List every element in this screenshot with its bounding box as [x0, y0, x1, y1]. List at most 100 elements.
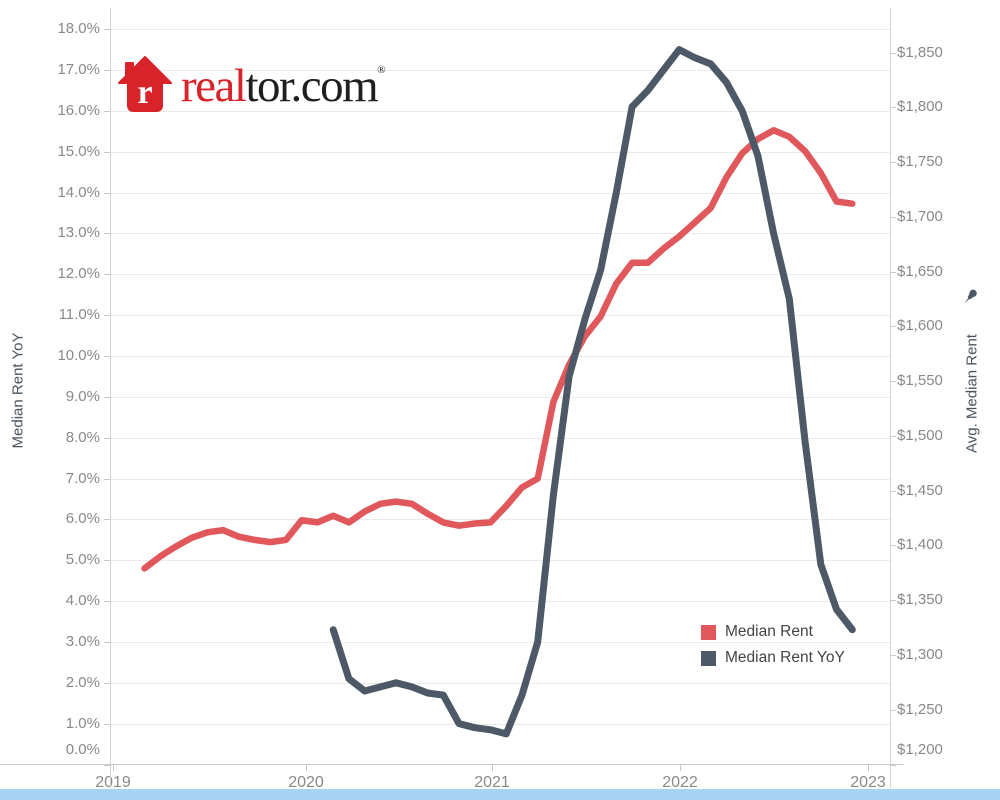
gridline: [110, 560, 890, 562]
left-axis-tick: [104, 29, 110, 31]
left-axis-tick: [104, 519, 110, 521]
x-axis-tick: [306, 765, 307, 771]
right-axis-tick: [890, 107, 896, 109]
right-axis-tick: [890, 326, 896, 328]
left-axis-tick: [104, 723, 110, 725]
right-axis-tick: [890, 216, 896, 218]
right-axis-tick-label: $1,200: [897, 741, 943, 758]
median-rent-line[interactable]: [141, 127, 856, 572]
left-axis-tick: [104, 437, 110, 439]
legend-item-median-rent[interactable]: Median Rent: [701, 619, 845, 645]
left-axis-tick: [104, 560, 110, 562]
logo-text-torcom: tor.com: [245, 60, 378, 112]
gridline: [110, 151, 890, 153]
left-axis-tick: [104, 642, 110, 643]
right-axis-tick-label: $1,300: [897, 646, 943, 663]
right-axis-tick: [890, 435, 896, 437]
gridline: [110, 315, 890, 317]
right-axis-tick: [890, 764, 896, 766]
left-axis-tick: [104, 478, 110, 480]
gridline: [110, 478, 890, 480]
left-axis-tick-label: 15.0%: [57, 142, 100, 160]
x-axis-tick-label: 2022: [662, 774, 698, 791]
right-axis-tick-label: $1,400: [897, 536, 943, 554]
right-axis-tick-label: $1,550: [897, 372, 943, 390]
plot-right-border: [890, 8, 891, 788]
left-axis-tick: [104, 70, 110, 71]
gridline: [110, 396, 890, 398]
x-axis-tick-label: 2020: [288, 774, 324, 791]
right-axis-tick-label: $1,650: [897, 262, 943, 280]
right-axis-tick: [890, 600, 896, 602]
left-axis-tick-label: 9.0%: [65, 387, 100, 405]
right-axis-tick: [890, 52, 896, 54]
left-axis-tick-label: 18.0%: [57, 20, 100, 38]
left-axis-tick-label: 12.0%: [57, 265, 100, 283]
left-axis-title: Median Rent YoY: [9, 332, 27, 449]
left-axis-tick-label: 5.0%: [65, 551, 100, 569]
gridline: [110, 29, 890, 31]
median-rent-yoy-swatch: [701, 650, 716, 666]
left-axis-tick: [104, 682, 110, 684]
gridline: [110, 723, 890, 725]
left-axis-tick: [104, 274, 110, 276]
svg-text:r: r: [137, 74, 152, 111]
right-axis-tick-label: $1,350: [897, 591, 943, 609]
realtor-logo: r realtor.com®: [118, 44, 386, 112]
gridline: [110, 437, 890, 439]
right-axis-tick: [890, 490, 896, 492]
chart-legend: Median Rent Median Rent YoY: [701, 619, 845, 671]
left-axis-tick: [104, 764, 110, 766]
left-axis-tick: [104, 192, 110, 194]
median-rent-swatch: [701, 624, 716, 640]
legend-label: Median Rent: [725, 623, 813, 640]
right-axis-tick-label: $1,600: [897, 317, 943, 335]
right-axis-title: Avg. Median Rent: [963, 334, 981, 453]
left-axis-tick-label: 4.0%: [65, 592, 100, 610]
left-axis-tick-label: 16.0%: [57, 101, 100, 119]
right-axis-tick: [890, 709, 896, 711]
right-axis-tick: [890, 162, 896, 163]
logo-text-real: real: [181, 60, 247, 112]
left-axis-tick: [104, 601, 110, 603]
left-axis-tick-label: 14.0%: [57, 183, 100, 201]
gridline: [110, 110, 890, 112]
left-axis-tick: [104, 315, 110, 317]
right-axis-tick-label: $1,500: [897, 426, 943, 444]
left-axis-tick-label: 1.0%: [65, 714, 100, 732]
right-axis-tick-label: $1,450: [897, 481, 943, 499]
gridline: [110, 274, 890, 276]
legend-label: Median Rent YoY: [725, 649, 845, 666]
left-axis-tick-label: 6.0%: [65, 510, 100, 528]
right-axis-tick-label: $1,250: [897, 700, 943, 718]
left-axis-tick-label: 0.0%: [65, 741, 100, 758]
left-axis-tick: [104, 110, 110, 112]
bottom-accent-bar: [0, 789, 1000, 800]
x-axis-tick: [680, 765, 681, 771]
gridline: [110, 642, 890, 643]
x-axis-tick-label: 2023: [850, 774, 886, 791]
x-axis-tick: [492, 765, 493, 771]
pushpin-icon: [960, 287, 980, 307]
gridline: [110, 356, 890, 357]
gridline: [110, 192, 890, 194]
x-axis-tick: [868, 765, 869, 771]
left-axis-tick-label: 3.0%: [65, 633, 100, 650]
left-axis-tick-label: 10.0%: [57, 347, 100, 364]
realtor-wordmark: realtor.com®: [181, 44, 386, 112]
x-axis-tick-label: 2021: [474, 774, 510, 791]
gridline: [110, 682, 890, 684]
left-axis-tick-label: 8.0%: [65, 428, 100, 446]
right-axis-tick-label: $1,700: [897, 207, 943, 225]
legend-item-median-rent-yoy[interactable]: Median Rent YoY: [701, 645, 845, 671]
right-axis-tick: [890, 545, 896, 547]
left-axis-tick-label: 2.0%: [65, 673, 100, 691]
registered-mark: ®: [377, 64, 386, 76]
left-axis-tick-label: 17.0%: [57, 61, 100, 78]
median-rent-yoy-line[interactable]: [329, 46, 856, 738]
right-axis-tick: [890, 655, 896, 656]
plot-left-border: [110, 8, 111, 788]
right-axis-tick-label: $1,850: [897, 43, 943, 61]
